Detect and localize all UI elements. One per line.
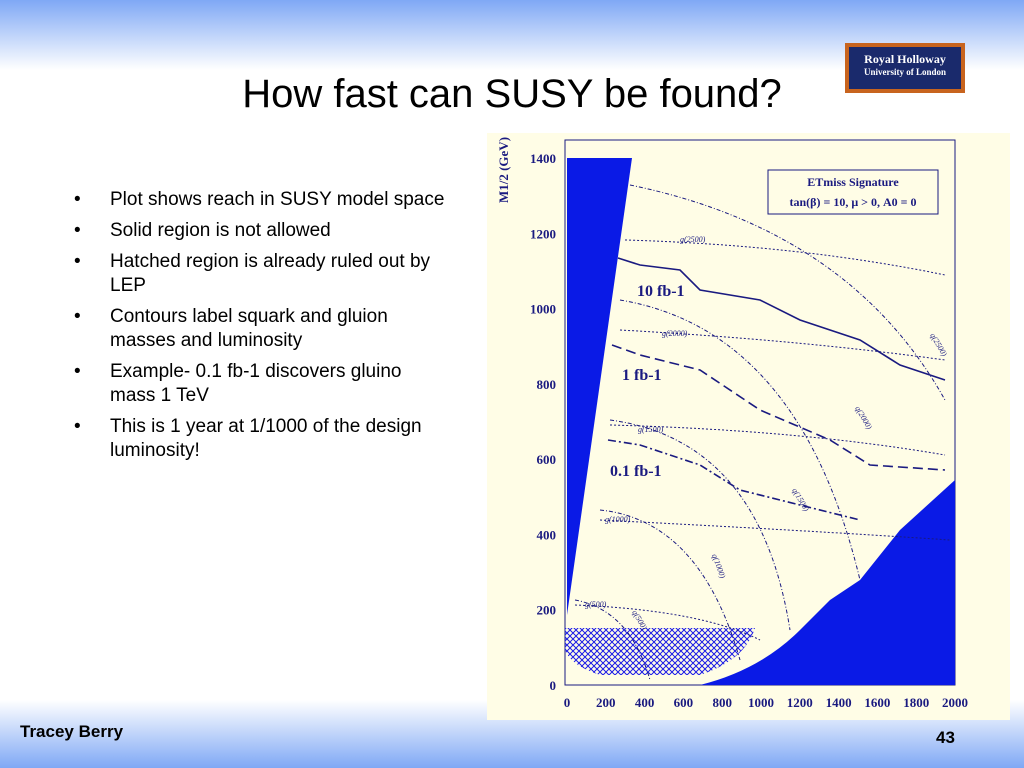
mass-label: g(1000) [605, 515, 631, 524]
contour-label: 0.1 fb-1 [610, 463, 662, 480]
x-tick-label: 200 [596, 695, 616, 710]
bullet: This is 1 year at 1/1000 of the design l… [70, 415, 450, 463]
mass-label: g(500) [585, 600, 607, 609]
legend-text: tan(β) = 10, μ > 0, A0 = 0 [790, 195, 917, 209]
y-tick-label: 400 [537, 527, 557, 542]
forbidden-region [700, 480, 955, 685]
lumi-contour [617, 257, 946, 381]
squark-contour [574, 599, 651, 681]
squark-contour [609, 419, 791, 631]
x-tick-label: 600 [674, 695, 694, 710]
y-tick-label: 0 [550, 678, 557, 693]
y-tick-label: 1000 [530, 302, 556, 317]
y-axis-label: M1/2 (GeV) [496, 137, 511, 203]
gluino-contour [574, 604, 761, 641]
x-tick-label: 1600 [864, 695, 890, 710]
mass-label: g(1500) [638, 425, 664, 434]
x-tick-label: 1200 [787, 695, 813, 710]
legend-text: ETmiss Signature [807, 175, 899, 189]
y-tick-label: 1200 [530, 226, 556, 241]
ticks: 0 200 400 600 800 1000 1200 1400 0 200 400 600 800 10… [530, 151, 968, 710]
y-tick-label: 800 [537, 377, 557, 392]
y-tick-label: 1400 [530, 151, 556, 166]
y-tick-label: 200 [537, 603, 557, 618]
contours [574, 184, 951, 681]
bullet: Solid region is not allowed [70, 219, 450, 243]
mass-label: g(2000) [662, 329, 688, 338]
legend-box [767, 169, 939, 215]
contour-label: 10 fb-1 [637, 283, 685, 300]
x-tick-label: 800 [712, 695, 732, 710]
x-tick-label: 1000 [748, 695, 774, 710]
bullet: Plot shows reach in SUSY model space [70, 188, 450, 212]
footer-author: Tracey Berry [20, 722, 124, 741]
x-tick-label: 2000 [942, 695, 968, 710]
lumi-contour [607, 439, 861, 521]
squark-contour [629, 184, 946, 401]
mass-label: g(2500) [680, 235, 706, 244]
logo-line: Royal Holloway [864, 52, 946, 66]
bullet: Hatched region is already ruled out by L… [70, 250, 450, 298]
lep-region [565, 628, 755, 675]
slide-title: How fast can SUSY be found? [242, 72, 782, 116]
x-tick-label: 400 [635, 695, 655, 710]
gluino-contour [624, 239, 946, 276]
logo: Royal Holloway University of London [845, 43, 965, 93]
logo-line: University of London [863, 67, 946, 77]
squark-contour [619, 299, 861, 581]
x-tick-label: 0 [564, 695, 571, 710]
bullet: Contours label squark and gluion masses … [70, 305, 450, 353]
page-number: 43 [936, 728, 955, 747]
lumi-contour [611, 344, 946, 471]
x-tick-label: 1800 [903, 695, 929, 710]
y-tick-label: 600 [537, 452, 557, 467]
forbidden-region [567, 158, 632, 615]
x-tick-label: 1400 [826, 695, 852, 710]
bullet-list: Plot shows reach in SUSY model space Soli… [70, 188, 450, 470]
gluino-contour [609, 424, 946, 456]
logo-inner: Royal Holloway University of London [849, 47, 961, 89]
bullet: Example- 0.1 fb-1 discovers gluino mass … [70, 360, 450, 408]
squark-contour [599, 509, 741, 661]
contour-label: 1 fb-1 [622, 367, 662, 384]
